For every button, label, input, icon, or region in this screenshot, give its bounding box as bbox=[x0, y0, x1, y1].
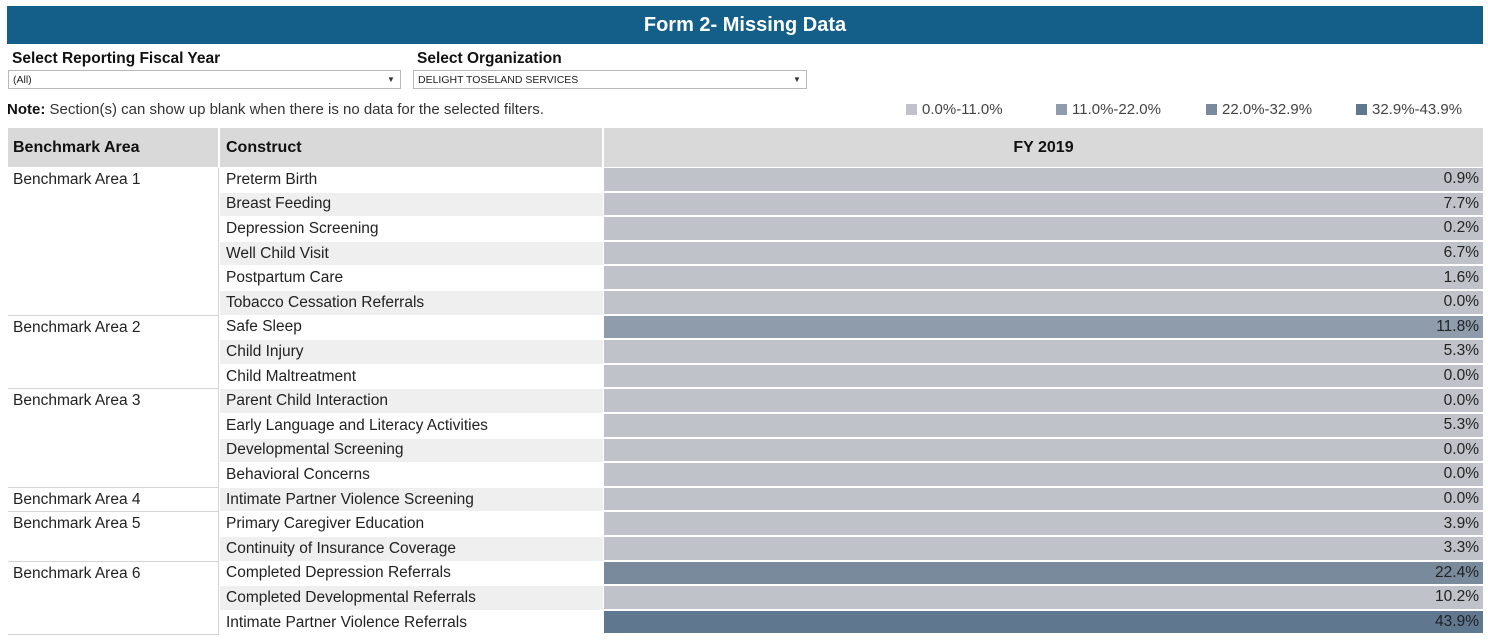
value-cell[interactable]: 0.0% bbox=[604, 463, 1483, 488]
legend-swatch bbox=[1056, 104, 1067, 115]
column-header-fy[interactable]: FY 2019 bbox=[604, 128, 1483, 167]
construct-cell[interactable]: Intimate Partner Violence Screening bbox=[220, 487, 603, 513]
construct-cell[interactable]: Intimate Partner Violence Referrals bbox=[220, 610, 603, 636]
construct-cell[interactable]: Depression Screening bbox=[220, 217, 603, 242]
value-cell[interactable]: 1.6% bbox=[604, 266, 1483, 291]
value-cell[interactable]: 43.9% bbox=[604, 610, 1483, 636]
value-cell[interactable]: 0.2% bbox=[604, 217, 1483, 242]
chevron-down-icon[interactable]: ▼ bbox=[387, 75, 395, 84]
benchmark-area-cell: Benchmark Area 1 bbox=[8, 168, 219, 316]
construct-cell[interactable]: Safe Sleep bbox=[220, 315, 603, 341]
construct-cell[interactable]: Child Injury bbox=[220, 340, 603, 365]
benchmark-area-cell: Benchmark Area 5 bbox=[8, 512, 219, 562]
construct-cell[interactable]: Parent Child Interaction bbox=[220, 389, 603, 414]
legend-label: 11.0%-22.0% bbox=[1072, 101, 1161, 118]
page-title: Form 2- Missing Data bbox=[7, 6, 1483, 44]
construct-cell[interactable]: Well Child Visit bbox=[220, 241, 603, 267]
legend-item: 22.0%-32.9% bbox=[1206, 101, 1312, 118]
benchmark-area-cell: Benchmark Area 4 bbox=[8, 487, 219, 513]
organization-dropdown[interactable]: DELIGHT TOSELAND SERVICES ▼ bbox=[413, 70, 807, 89]
benchmark-area-cell: Benchmark Area 6 bbox=[8, 561, 219, 636]
legend-swatch bbox=[906, 104, 917, 115]
value-cell[interactable]: 5.3% bbox=[604, 340, 1483, 365]
fiscal-year-label: Select Reporting Fiscal Year bbox=[12, 50, 221, 67]
value-cell[interactable]: 5.3% bbox=[604, 414, 1483, 439]
legend-item: 11.0%-22.0% bbox=[1056, 101, 1161, 118]
construct-cell[interactable]: Early Language and Literacy Activities bbox=[220, 414, 603, 439]
legend-label: 32.9%-43.9% bbox=[1372, 101, 1463, 118]
value-cell[interactable]: 0.0% bbox=[604, 438, 1483, 464]
benchmark-area-cell: Benchmark Area 2 bbox=[8, 315, 219, 390]
value-cell[interactable]: 7.7% bbox=[604, 192, 1483, 218]
construct-cell[interactable]: Breast Feeding bbox=[220, 192, 603, 218]
legend-label: 0.0%-11.0% bbox=[922, 101, 1003, 118]
construct-cell[interactable]: Continuity of Insurance Coverage bbox=[220, 537, 603, 562]
value-cell[interactable]: 0.0% bbox=[604, 291, 1483, 316]
legend-item: 32.9%-43.9% bbox=[1356, 101, 1462, 118]
legend-label: 22.0%-32.9% bbox=[1222, 101, 1313, 118]
construct-cell[interactable]: Behavioral Concerns bbox=[220, 463, 603, 488]
legend-item: 0.0%-11.0% bbox=[906, 101, 1003, 118]
value-cell[interactable]: 10.2% bbox=[604, 586, 1483, 611]
fiscal-year-value: (All) bbox=[13, 73, 32, 86]
construct-cell[interactable]: Primary Caregiver Education bbox=[220, 512, 603, 537]
note-prefix: Note: bbox=[7, 101, 46, 118]
construct-cell[interactable]: Completed Developmental Referrals bbox=[220, 586, 603, 611]
value-cell[interactable]: 0.0% bbox=[604, 389, 1483, 414]
value-cell[interactable]: 3.3% bbox=[604, 537, 1483, 562]
chevron-down-icon[interactable]: ▼ bbox=[793, 75, 801, 84]
fiscal-year-dropdown[interactable]: (All) ▼ bbox=[8, 70, 401, 89]
value-cell[interactable]: 3.9% bbox=[604, 512, 1483, 537]
construct-cell[interactable]: Developmental Screening bbox=[220, 438, 603, 464]
value-cell[interactable]: 0.0% bbox=[604, 487, 1483, 513]
value-cell[interactable]: 6.7% bbox=[604, 241, 1483, 267]
construct-cell[interactable]: Tobacco Cessation Referrals bbox=[220, 291, 603, 316]
organization-value: DELIGHT TOSELAND SERVICES bbox=[418, 73, 579, 86]
column-header-benchmark[interactable]: Benchmark Area bbox=[8, 128, 218, 167]
construct-cell[interactable]: Postpartum Care bbox=[220, 266, 603, 291]
construct-cell[interactable]: Completed Depression Referrals bbox=[220, 561, 603, 587]
construct-cell[interactable]: Child Maltreatment bbox=[220, 364, 603, 390]
value-cell[interactable]: 0.0% bbox=[604, 364, 1483, 390]
value-cell[interactable]: 0.9% bbox=[604, 168, 1483, 193]
column-header-construct[interactable]: Construct bbox=[220, 128, 602, 167]
legend-swatch bbox=[1206, 104, 1217, 115]
value-cell[interactable]: 11.8% bbox=[604, 315, 1483, 341]
benchmark-area-cell: Benchmark Area 3 bbox=[8, 389, 219, 488]
construct-cell[interactable]: Preterm Birth bbox=[220, 168, 603, 193]
note-body: Section(s) can show up blank when there … bbox=[45, 101, 544, 118]
value-cell[interactable]: 22.4% bbox=[604, 561, 1483, 587]
legend-swatch bbox=[1356, 104, 1367, 115]
organization-label: Select Organization bbox=[417, 50, 562, 67]
note-text: Note: Section(s) can show up blank when … bbox=[7, 101, 544, 118]
